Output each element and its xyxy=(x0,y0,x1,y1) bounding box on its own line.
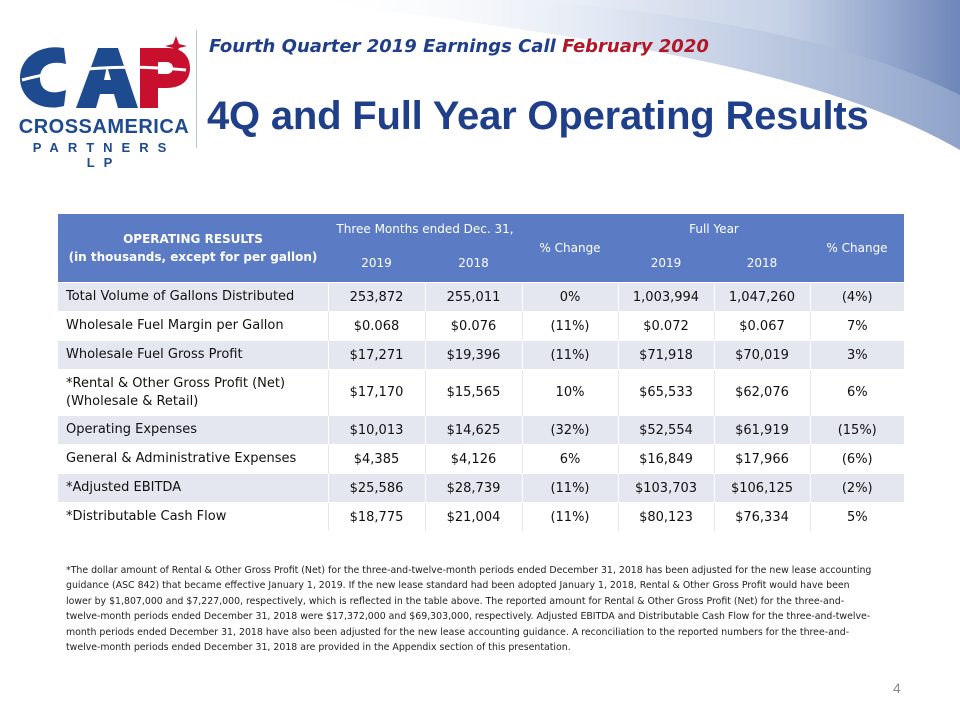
logo-name: CROSSAMERICA xyxy=(18,116,190,138)
cell-fy-change: (4%) xyxy=(809,282,904,312)
table-subheader-row: 2019 2018 2019 2018 xyxy=(58,244,904,283)
cell-q2018: $28,739 xyxy=(424,473,522,503)
cell-q2019: $25,586 xyxy=(327,473,425,503)
table-header-row: OPERATING RESULTS (in thousands, except … xyxy=(58,214,904,283)
cell-fy2018: $17,966 xyxy=(713,444,810,474)
table-row: Total Volume of Gallons Distributed 253,… xyxy=(58,282,904,312)
row-label: *Distributable Cash Flow xyxy=(58,502,328,531)
cell-q-change: (11%) xyxy=(521,473,618,503)
row-label-line1: *Rental & Other Gross Profit (Net) xyxy=(66,375,286,391)
table-row: *Distributable Cash Flow $18,775 $21,004… xyxy=(58,502,904,531)
table-row: *Adjusted EBITDA $25,586 $28,739 (11%) $… xyxy=(58,473,904,503)
table-row: Wholesale Fuel Gross Profit $17,271 $19,… xyxy=(58,340,904,370)
cell-q2018: $19,396 xyxy=(424,340,522,370)
header-pct-change-quarter: % Change xyxy=(522,214,618,283)
cell-q-change: 6% xyxy=(521,444,618,474)
cell-fy2019: $103,703 xyxy=(617,473,714,503)
cell-fy-change: (2%) xyxy=(809,473,904,503)
header-q-2019: 2019 xyxy=(328,244,425,283)
row-label: Wholesale Fuel Gross Profit xyxy=(58,340,328,370)
cell-fy2018: $61,919 xyxy=(713,415,810,445)
cell-q2018: $0.076 xyxy=(424,311,522,341)
footnote: *The dollar amount of Rental & Other Gro… xyxy=(66,565,872,654)
row-label-line2: (Wholesale & Retail) xyxy=(66,393,199,409)
cell-fy2019: $71,918 xyxy=(617,340,714,370)
cell-fy2019: $0.072 xyxy=(617,311,714,341)
cell-q-change: (11%) xyxy=(521,340,618,370)
header-fy-2019: 2019 xyxy=(618,244,714,283)
cell-q2019: $10,013 xyxy=(327,415,425,445)
row-label: General & Administrative Expenses xyxy=(58,444,328,474)
cell-fy2018: $62,076 xyxy=(713,369,810,416)
cell-fy-change: 5% xyxy=(809,502,904,531)
cell-q2018: 255,011 xyxy=(424,282,522,312)
table-row: *Rental & Other Gross Profit (Net) (Whol… xyxy=(58,369,904,416)
row-label: *Adjusted EBITDA xyxy=(58,473,328,503)
cell-q-change: (11%) xyxy=(521,311,618,341)
company-logo: CROSSAMERICA PARTNERS LP xyxy=(16,24,191,170)
table-row: Wholesale Fuel Margin per Gallon $0.068 … xyxy=(58,311,904,341)
header-label-line2: (in thousands, except for per gallon) xyxy=(68,250,318,264)
row-label: *Rental & Other Gross Profit (Net) (Whol… xyxy=(58,369,328,416)
cell-q2019: $18,775 xyxy=(327,502,425,531)
header-swoosh-decoration xyxy=(300,0,960,163)
header-pct-change-full-year: % Change xyxy=(810,214,904,283)
row-label: Wholesale Fuel Margin per Gallon xyxy=(58,311,328,341)
header-fy-2018: 2018 xyxy=(714,244,810,283)
cell-fy2019: 1,003,994 xyxy=(617,282,714,312)
cell-q-change: (11%) xyxy=(521,502,618,531)
cell-fy-change: (15%) xyxy=(809,415,904,445)
cell-q2018: $15,565 xyxy=(424,369,522,416)
cell-fy2019: $65,533 xyxy=(617,369,714,416)
cell-q2019: $4,385 xyxy=(327,444,425,474)
subtitle-event: Fourth Quarter 2019 Earnings Call xyxy=(209,36,556,57)
cell-q-change: 0% xyxy=(521,282,618,312)
cell-q2018: $21,004 xyxy=(424,502,522,531)
cell-q-change: (32%) xyxy=(521,415,618,445)
header-label-cell: OPERATING RESULTS (in thousands, except … xyxy=(58,214,328,283)
header-full-year: Full Year xyxy=(618,214,810,244)
cell-fy2018: $70,019 xyxy=(713,340,810,370)
header-label-line1: OPERATING RESULTS xyxy=(123,232,263,246)
page-title: 4Q and Full Year Operating Results xyxy=(207,94,869,138)
cell-fy2019: $16,849 xyxy=(617,444,714,474)
subtitle-date: February 2020 xyxy=(562,36,709,57)
header-divider xyxy=(196,30,197,148)
cell-fy2018: $0.067 xyxy=(713,311,810,341)
cell-q2019: 253,872 xyxy=(327,282,425,312)
header-q-2018: 2018 xyxy=(425,244,522,283)
logo-subtitle: PARTNERS LP xyxy=(32,140,176,170)
cell-fy2019: $52,554 xyxy=(617,415,714,445)
cell-fy-change: 7% xyxy=(809,311,904,341)
header-three-months: Three Months ended Dec. 31, xyxy=(328,214,522,244)
cell-fy2018: $106,125 xyxy=(713,473,810,503)
cell-fy2018: 1,047,260 xyxy=(713,282,810,312)
cell-fy-change: 3% xyxy=(809,340,904,370)
cell-fy2019: $80,123 xyxy=(617,502,714,531)
table-row: General & Administrative Expenses $4,385… xyxy=(58,444,904,474)
row-label: Operating Expenses xyxy=(58,415,328,445)
cap-logo-mark xyxy=(20,36,190,108)
cell-fy2018: $76,334 xyxy=(713,502,810,531)
presentation-subtitle: Fourth Quarter 2019 Earnings Call Februa… xyxy=(209,36,709,57)
table-row: Operating Expenses $10,013 $14,625 (32%)… xyxy=(58,415,904,445)
cell-q2018: $14,625 xyxy=(424,415,522,445)
row-label: Total Volume of Gallons Distributed xyxy=(58,282,328,312)
cell-q-change: 10% xyxy=(521,369,618,416)
cell-q2019: $17,170 xyxy=(327,369,425,416)
page-number: 4 xyxy=(893,680,901,696)
cell-q2019: $17,271 xyxy=(327,340,425,370)
cell-q2019: $0.068 xyxy=(327,311,425,341)
cell-fy-change: 6% xyxy=(809,369,904,416)
cell-fy-change: (6%) xyxy=(809,444,904,474)
operating-results-table: OPERATING RESULTS (in thousands, except … xyxy=(58,214,904,531)
cell-q2018: $4,126 xyxy=(424,444,522,474)
